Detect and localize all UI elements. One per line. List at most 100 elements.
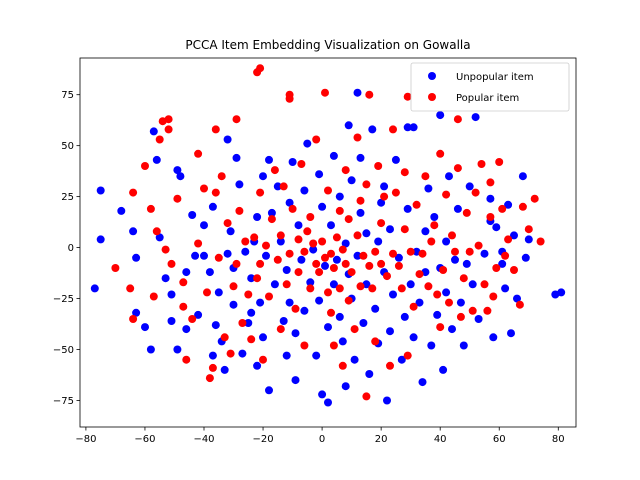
data-point [117, 206, 126, 215]
data-point [332, 255, 341, 264]
data-point [332, 233, 341, 242]
data-point [229, 282, 238, 291]
data-point [312, 135, 321, 144]
data-point [262, 241, 270, 250]
data-point [217, 172, 226, 181]
data-point [445, 172, 453, 181]
data-point [282, 280, 291, 289]
data-point [486, 213, 495, 221]
y-tick-label: 25 [61, 192, 74, 203]
data-point [524, 235, 533, 244]
data-point [282, 351, 291, 360]
data-point [253, 361, 262, 370]
data-point [486, 194, 495, 203]
plot-frame [79, 57, 577, 428]
data-point [409, 123, 418, 132]
data-point [200, 221, 208, 230]
data-point [442, 237, 451, 246]
data-point [244, 290, 253, 299]
data-point [335, 312, 344, 321]
data-point [430, 213, 439, 221]
data-point [338, 245, 347, 254]
data-point [453, 204, 462, 213]
data-point [468, 306, 477, 315]
data-point [312, 259, 321, 268]
data-point [226, 349, 235, 358]
data-point [439, 266, 448, 274]
data-point [474, 241, 483, 250]
data-point [303, 227, 312, 236]
data-point [188, 211, 197, 219]
data-point [386, 327, 394, 336]
data-point [439, 365, 448, 374]
data-point [294, 221, 303, 230]
data-point [285, 94, 294, 103]
data-point [182, 325, 191, 334]
data-point [223, 135, 232, 144]
data-point [141, 162, 149, 170]
data-point [256, 188, 265, 197]
x-tick-label: 80 [552, 434, 565, 445]
data-point [179, 278, 188, 287]
data-point [510, 231, 518, 240]
data-point [524, 225, 533, 234]
data-point [96, 235, 105, 244]
data-point [265, 292, 273, 301]
data-point [161, 274, 170, 283]
data-point [155, 233, 164, 242]
data-point [253, 274, 262, 283]
data-point [365, 90, 374, 99]
data-point [391, 188, 400, 197]
data-point [229, 300, 238, 309]
x-tick-label: −60 [134, 434, 155, 445]
data-point [300, 186, 309, 195]
data-point [513, 294, 521, 303]
chart-title: PCCA Item Embedding Visualization on Gow… [185, 38, 470, 52]
data-point [318, 237, 327, 246]
data-point [324, 186, 332, 195]
data-point [418, 249, 427, 258]
data-point [477, 160, 486, 168]
data-point [451, 255, 459, 264]
data-point [347, 176, 356, 185]
data-point [400, 225, 409, 234]
data-point [386, 225, 394, 234]
data-point [415, 298, 424, 307]
data-point [383, 272, 391, 281]
data-point [504, 200, 513, 209]
data-point [389, 290, 397, 299]
data-point [412, 200, 421, 209]
data-point [300, 247, 309, 256]
data-point [265, 155, 273, 164]
data-point [253, 213, 262, 221]
data-point [397, 355, 406, 364]
data-point [362, 392, 371, 401]
data-point [259, 355, 267, 364]
data-point [362, 180, 371, 189]
data-point [468, 280, 477, 289]
data-point [474, 315, 483, 323]
data-point [262, 251, 270, 260]
data-point [344, 296, 353, 305]
data-point [200, 251, 208, 260]
data-point [391, 155, 400, 164]
data-point [238, 319, 247, 327]
data-point [459, 274, 468, 283]
data-point [536, 237, 545, 246]
data-point [359, 319, 368, 327]
data-point [247, 308, 256, 317]
data-point [501, 284, 510, 293]
data-point [518, 172, 527, 181]
data-point [259, 333, 267, 342]
y-tick-label: −50 [53, 345, 74, 356]
data-point [270, 280, 279, 289]
data-point [448, 325, 456, 334]
data-point [312, 351, 321, 360]
data-point [259, 172, 267, 181]
data-point [315, 268, 324, 277]
data-point [377, 198, 386, 207]
data-point [288, 158, 297, 166]
data-point [501, 251, 510, 260]
data-point [294, 235, 303, 244]
data-point [306, 213, 315, 221]
